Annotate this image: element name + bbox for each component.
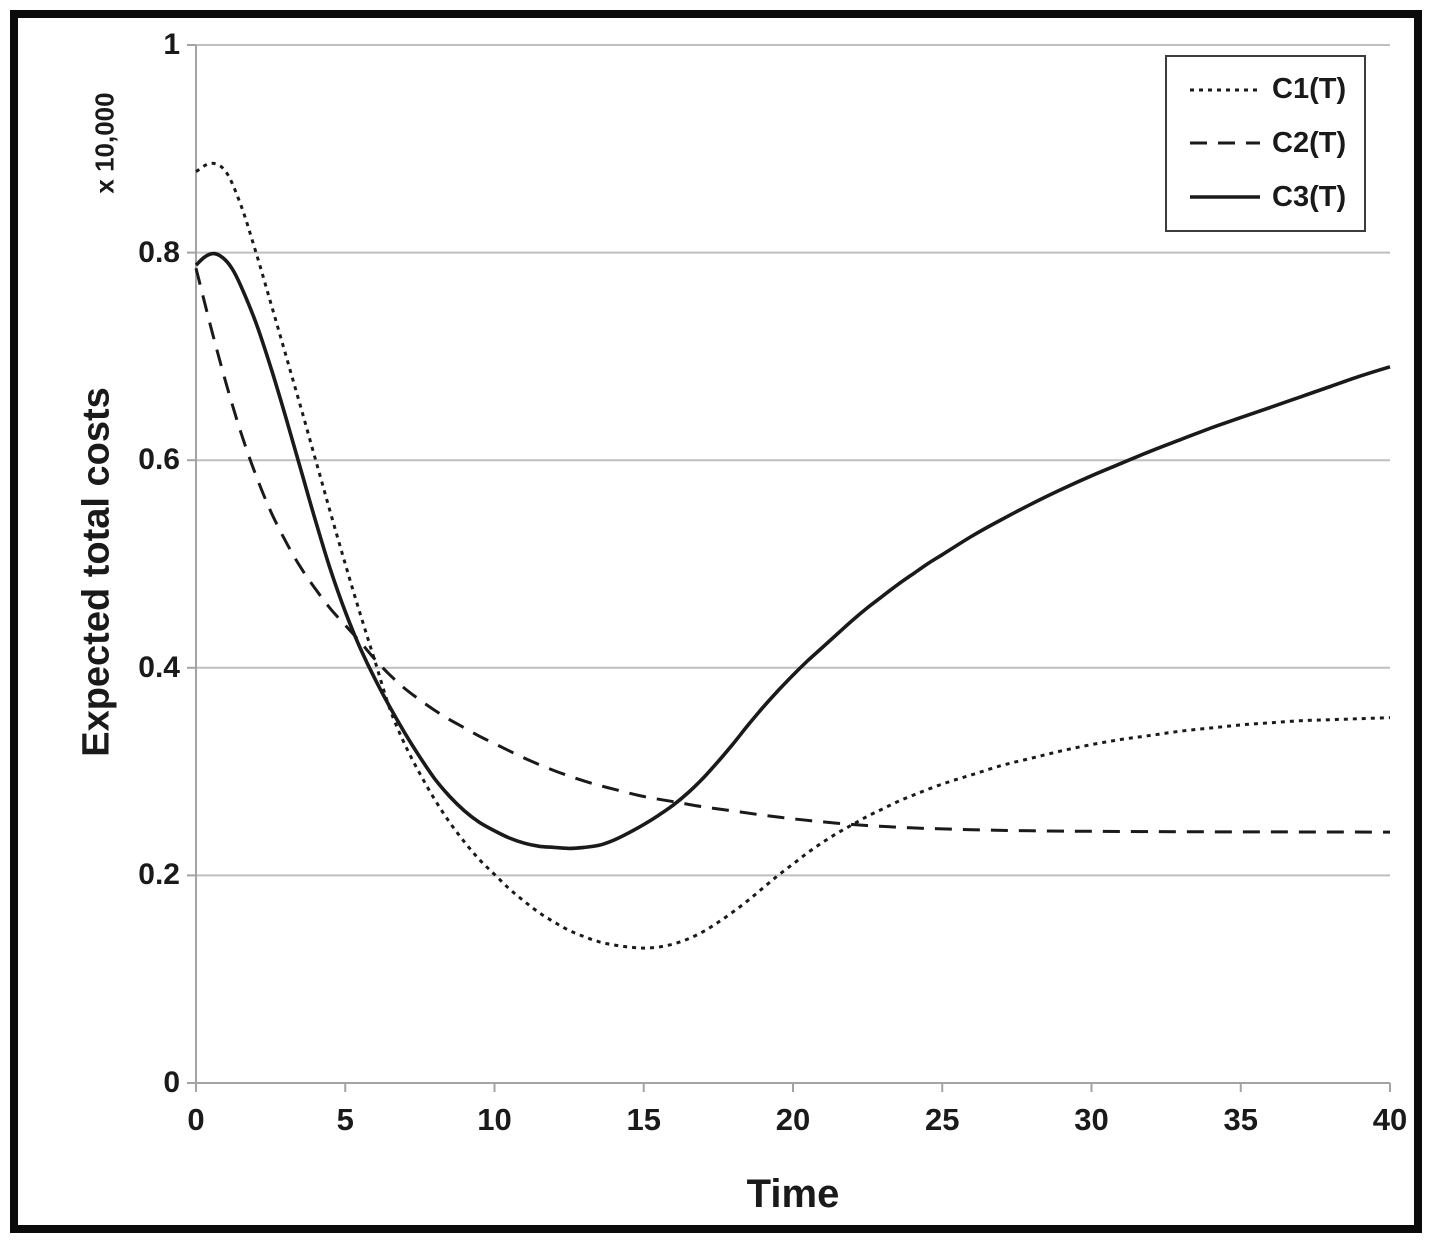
legend-label-c3: C3(T) bbox=[1272, 180, 1347, 213]
x-tick-label-25: 25 bbox=[925, 1102, 960, 1137]
x-tick-label-30: 30 bbox=[1074, 1102, 1109, 1137]
x-axis-title: Time bbox=[746, 1172, 840, 1216]
x-tick-label-15: 15 bbox=[626, 1102, 661, 1137]
x-tick-label-0: 0 bbox=[187, 1102, 205, 1137]
x-tick-label-5: 5 bbox=[336, 1102, 354, 1137]
legend-label-c1: C1(T) bbox=[1272, 73, 1347, 106]
x-tick-label-10: 10 bbox=[477, 1102, 512, 1137]
legend-item-c2: C2(T) bbox=[1189, 127, 1364, 160]
legend-line-sample-solid bbox=[1190, 195, 1260, 199]
y-axis-multiplier-label: x 10,000 bbox=[89, 92, 120, 194]
legend-line-sample-dashed bbox=[1190, 141, 1260, 145]
y-tick-label-0.6: 0.6 bbox=[138, 443, 180, 477]
x-tick-label-20: 20 bbox=[775, 1102, 811, 1137]
y-axis-title: Expected total costs bbox=[75, 387, 118, 757]
x-tick-label-35: 35 bbox=[1223, 1102, 1258, 1137]
legend-line-sample-dotted bbox=[1190, 88, 1260, 92]
legend-item-c3: C3(T) bbox=[1189, 181, 1364, 214]
series-line-c2t bbox=[194, 267, 1391, 834]
x-tick-label-40: 40 bbox=[1372, 1102, 1408, 1137]
y-tick-label-0.4: 0.4 bbox=[138, 650, 180, 684]
legend-box: C1(T) C2(T) C3(T) bbox=[1165, 55, 1366, 232]
y-tick-label-0: 0 bbox=[163, 1066, 180, 1099]
legend-item-c1: C1(T) bbox=[1189, 73, 1364, 106]
y-tick-label-1: 1 bbox=[163, 28, 180, 61]
legend-label-c2: C2(T) bbox=[1272, 126, 1347, 159]
y-tick-label-0.8: 0.8 bbox=[138, 235, 180, 269]
series-line-c1t bbox=[195, 161, 1391, 950]
series-line-c3t bbox=[194, 251, 1391, 851]
y-tick-label-0.2: 0.2 bbox=[138, 858, 180, 892]
